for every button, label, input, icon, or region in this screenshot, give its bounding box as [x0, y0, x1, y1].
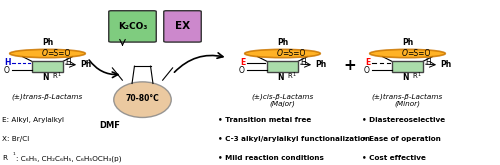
- Text: DMF: DMF: [100, 121, 120, 130]
- FancyBboxPatch shape: [164, 11, 201, 42]
- Text: (±)trans-β-Lactams: (±)trans-β-Lactams: [12, 93, 83, 100]
- Text: (±)trans-β-Lactams
(Minor): (±)trans-β-Lactams (Minor): [372, 93, 443, 107]
- Text: 1: 1: [58, 72, 60, 77]
- Text: O: O: [239, 66, 245, 75]
- Ellipse shape: [370, 49, 446, 58]
- Text: • Transition metal free: • Transition metal free: [218, 117, 311, 123]
- Ellipse shape: [10, 49, 86, 58]
- Text: Ph: Ph: [440, 61, 452, 69]
- Text: E: Alkyl, Arylalkyl: E: Alkyl, Arylalkyl: [2, 117, 64, 123]
- Text: H: H: [66, 58, 71, 67]
- Text: Ph: Ph: [402, 38, 413, 47]
- Text: • Diastereoselective: • Diastereoselective: [362, 117, 446, 123]
- Text: R: R: [412, 72, 417, 79]
- Text: X: Br/Cl: X: Br/Cl: [2, 136, 30, 142]
- Ellipse shape: [114, 82, 171, 117]
- Text: 1: 1: [12, 152, 15, 156]
- Text: • Ease of operation: • Ease of operation: [362, 136, 442, 142]
- Text: H: H: [4, 58, 10, 67]
- Text: O: O: [4, 66, 10, 75]
- Text: =S=O: =S=O: [408, 49, 431, 58]
- FancyBboxPatch shape: [109, 11, 156, 42]
- Text: • Cost effective: • Cost effective: [362, 155, 426, 161]
- Text: E: E: [240, 58, 246, 67]
- Text: =S=O: =S=O: [282, 49, 306, 58]
- Text: O: O: [402, 49, 407, 58]
- Text: : C₆H₅, CH₂C₆H₅, C₆H₅OCH₃(p): : C₆H₅, CH₂C₆H₅, C₆H₅OCH₃(p): [16, 155, 122, 162]
- Text: Ph: Ph: [42, 38, 53, 47]
- Text: • Mild reaction conditions: • Mild reaction conditions: [218, 155, 324, 161]
- Text: R: R: [2, 155, 7, 161]
- Text: Ph: Ph: [277, 38, 288, 47]
- Bar: [267, 61, 298, 72]
- Text: EX: EX: [175, 21, 190, 31]
- Bar: [32, 61, 63, 72]
- Text: (±)cis-β-Lactams
(Major): (±)cis-β-Lactams (Major): [252, 93, 314, 107]
- Text: O: O: [364, 66, 370, 75]
- Text: 1: 1: [418, 72, 420, 77]
- Text: N: N: [402, 72, 409, 82]
- Text: 1: 1: [292, 72, 296, 77]
- Text: O: O: [276, 49, 282, 58]
- Text: =S=O: =S=O: [48, 49, 71, 58]
- Text: • C-3 alkyl/arylalkyl functionalization: • C-3 alkyl/arylalkyl functionalization: [218, 136, 370, 142]
- Text: 70-80°C: 70-80°C: [126, 94, 160, 103]
- Text: Ph: Ph: [80, 61, 92, 69]
- Text: R: R: [287, 72, 292, 79]
- Ellipse shape: [244, 49, 320, 58]
- Text: K₂CO₃: K₂CO₃: [118, 22, 147, 31]
- Bar: [392, 61, 423, 72]
- Text: H: H: [300, 58, 306, 67]
- Text: N: N: [42, 72, 49, 82]
- Text: Ph: Ph: [315, 61, 326, 69]
- Text: O: O: [42, 49, 48, 58]
- Text: +: +: [344, 59, 356, 73]
- Text: R: R: [52, 72, 57, 79]
- Text: H: H: [426, 58, 432, 67]
- Text: N: N: [278, 72, 284, 82]
- Text: E: E: [366, 58, 370, 67]
